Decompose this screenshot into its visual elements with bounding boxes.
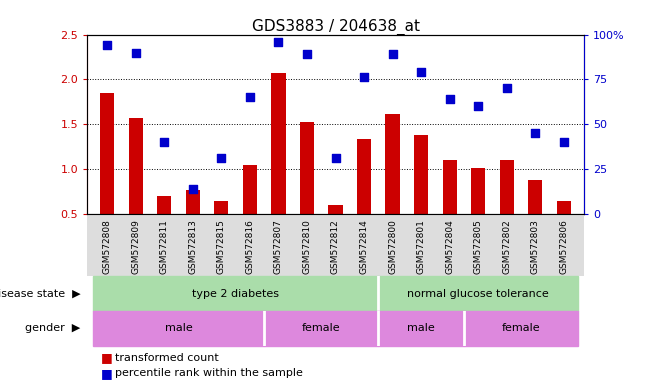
Bar — [264, 311, 378, 346]
Point — [330, 155, 341, 161]
Bar — [557, 201, 571, 214]
Text: type 2 diabetes: type 2 diabetes — [192, 289, 279, 299]
Point — [244, 94, 255, 101]
Text: GSM572806: GSM572806 — [560, 219, 568, 274]
Point — [501, 85, 512, 91]
Bar — [414, 135, 428, 214]
Bar — [243, 165, 257, 214]
Point — [301, 51, 312, 57]
Text: female: female — [302, 323, 341, 333]
Text: GSM572815: GSM572815 — [217, 219, 226, 274]
Text: male: male — [407, 323, 435, 333]
Text: GSM572802: GSM572802 — [502, 219, 511, 274]
Point — [558, 139, 569, 146]
Bar — [271, 73, 286, 214]
Bar — [500, 161, 514, 214]
Bar — [328, 205, 343, 214]
Bar — [378, 276, 578, 311]
Text: ■: ■ — [101, 367, 113, 380]
Bar — [378, 311, 464, 346]
Bar — [471, 167, 485, 214]
Point — [273, 39, 284, 45]
Text: female: female — [502, 323, 540, 333]
Text: GSM572812: GSM572812 — [331, 219, 340, 274]
Text: GSM572801: GSM572801 — [417, 219, 425, 274]
Point — [530, 130, 541, 136]
Text: percentile rank within the sample: percentile rank within the sample — [115, 368, 303, 378]
Bar — [129, 118, 143, 214]
Bar — [93, 276, 378, 311]
Text: ■: ■ — [101, 351, 113, 364]
Text: GSM572803: GSM572803 — [531, 219, 539, 274]
Point — [159, 139, 170, 146]
Text: GSM572813: GSM572813 — [189, 219, 197, 274]
Point — [102, 42, 113, 48]
Bar — [442, 161, 457, 214]
Bar — [93, 311, 264, 346]
Text: male: male — [164, 323, 193, 333]
Text: GSM572809: GSM572809 — [132, 219, 140, 274]
Bar — [528, 180, 542, 214]
Text: GSM572811: GSM572811 — [160, 219, 169, 274]
Title: GDS3883 / 204638_at: GDS3883 / 204638_at — [252, 18, 419, 35]
Text: gender  ▶: gender ▶ — [25, 323, 81, 333]
Point — [444, 96, 455, 102]
Text: GSM572814: GSM572814 — [360, 219, 368, 274]
Point — [216, 155, 227, 161]
Text: transformed count: transformed count — [115, 353, 219, 363]
Text: GSM572810: GSM572810 — [303, 219, 311, 274]
Text: GSM572804: GSM572804 — [445, 219, 454, 274]
Text: GSM572816: GSM572816 — [246, 219, 254, 274]
Bar — [157, 196, 171, 214]
Bar — [100, 93, 114, 214]
Bar — [385, 114, 400, 214]
Text: normal glucose tolerance: normal glucose tolerance — [407, 289, 549, 299]
Point — [359, 74, 370, 80]
Text: GSM572808: GSM572808 — [103, 219, 111, 274]
Point — [187, 186, 198, 192]
Text: GSM572807: GSM572807 — [274, 219, 283, 274]
Text: disease state  ▶: disease state ▶ — [0, 289, 81, 299]
Bar — [300, 122, 314, 214]
Text: GSM572805: GSM572805 — [474, 219, 482, 274]
Text: GSM572800: GSM572800 — [388, 219, 397, 274]
Bar — [357, 139, 371, 214]
Bar — [186, 190, 200, 214]
Point — [416, 69, 427, 75]
Point — [130, 50, 141, 56]
Bar — [214, 201, 229, 214]
Bar — [464, 311, 578, 346]
Point — [387, 51, 398, 57]
Point — [473, 103, 484, 109]
